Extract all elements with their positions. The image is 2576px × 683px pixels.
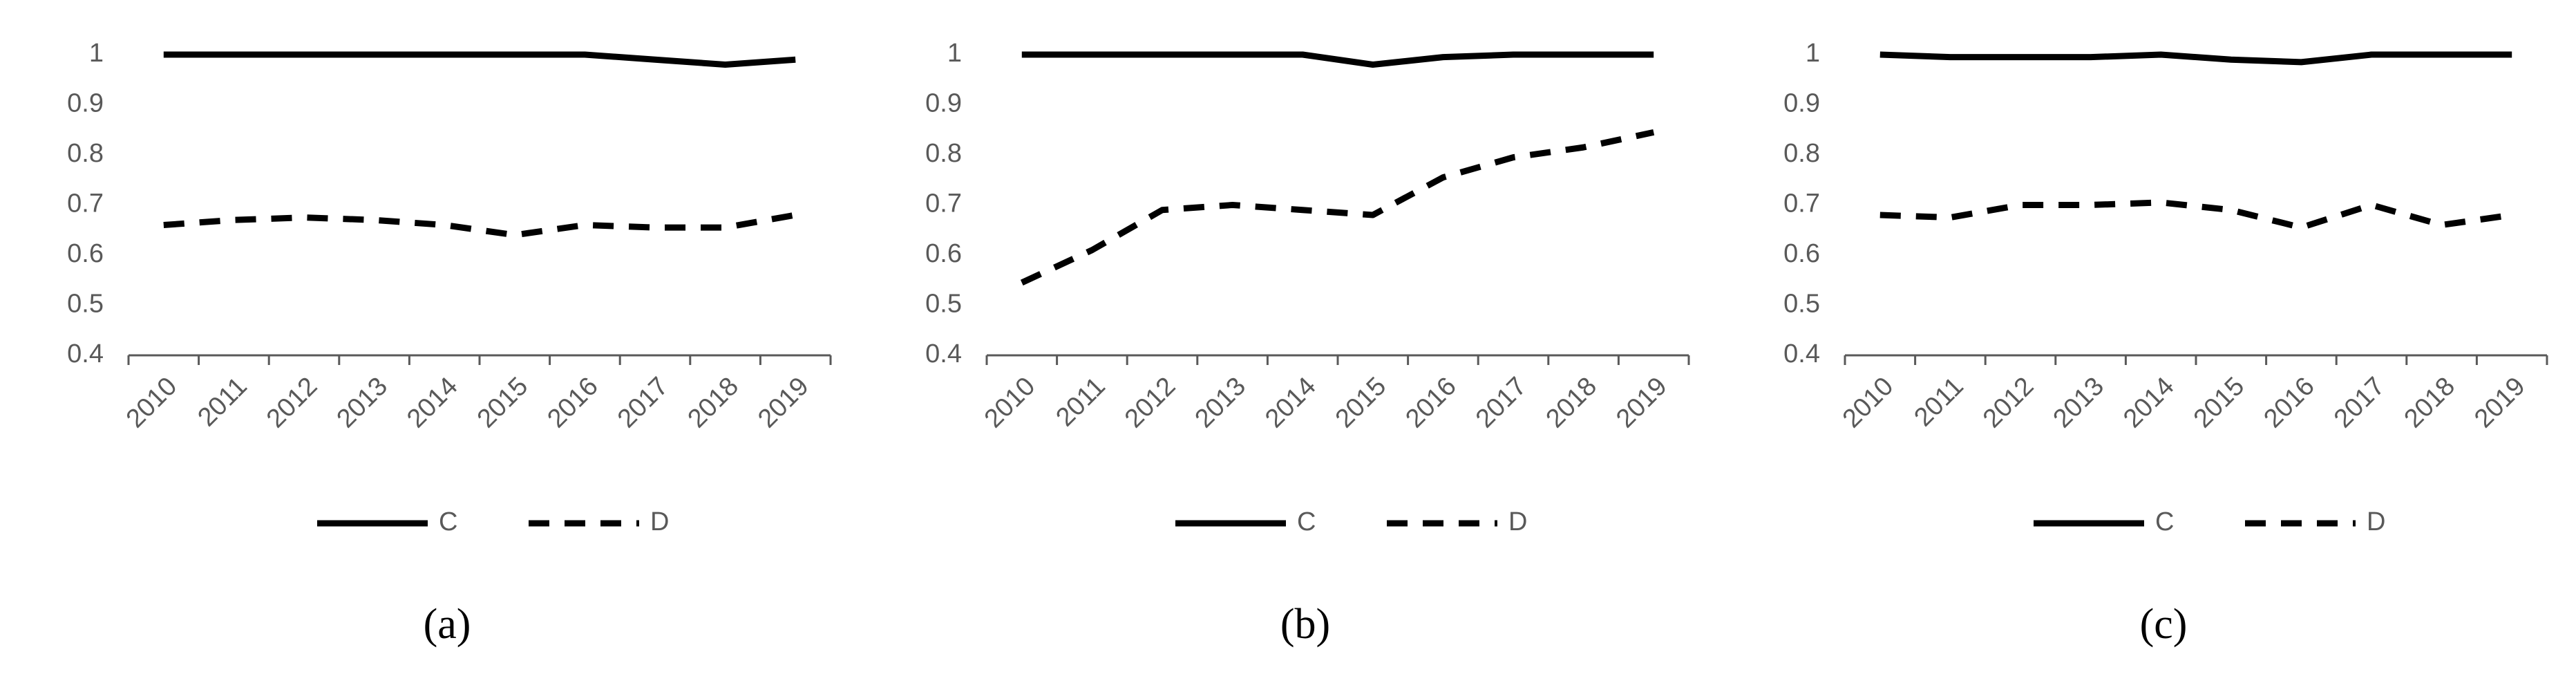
x-tick-label: 2010 (979, 372, 1041, 433)
x-tick-label: 2019 (2469, 372, 2530, 433)
y-tick-label: 0.7 (925, 189, 962, 218)
x-tick-label: 2011 (1909, 372, 1969, 432)
x-tick-label: 2011 (192, 372, 252, 432)
x-tick-label: 2010 (1837, 372, 1899, 433)
y-tick-label: 1 (947, 39, 962, 68)
legend-label: D (650, 507, 669, 536)
legend-label: C (1297, 507, 1316, 536)
x-tick-label: 2014 (1260, 372, 1321, 433)
y-tick-label: 0.8 (925, 139, 962, 168)
y-tick-label: 0.5 (1783, 290, 1820, 319)
panel-label: (b) (1280, 601, 1330, 648)
y-tick-label: 0.7 (67, 189, 104, 218)
y-tick-label: 0.4 (1783, 339, 1820, 368)
y-tick-label: 0.7 (1783, 189, 1820, 218)
y-tick-label: 0.9 (67, 89, 104, 118)
legend-label: D (1508, 507, 1527, 536)
legend-label: D (2367, 507, 2385, 536)
x-tick-label: 2016 (542, 372, 603, 433)
panel-label: (c) (2140, 601, 2188, 648)
x-tick-label: 2014 (2118, 372, 2179, 433)
y-tick-label: 0.6 (1783, 239, 1820, 268)
x-tick-label: 2019 (1611, 372, 1672, 433)
y-tick-label: 0.9 (1783, 89, 1820, 118)
x-tick-label: 2013 (332, 372, 393, 433)
x-tick-label: 2014 (401, 372, 463, 433)
y-tick-label: 1 (1806, 39, 1820, 68)
x-tick-label: 2015 (2188, 372, 2250, 433)
y-tick-label: 0.6 (925, 239, 962, 268)
x-tick-label: 2018 (683, 372, 744, 433)
y-tick-label: 0.4 (925, 339, 962, 368)
x-tick-label: 2015 (1330, 372, 1392, 433)
x-tick-label: 2017 (1470, 372, 1532, 433)
x-tick-label: 2012 (1978, 372, 2039, 433)
data-line (163, 51, 796, 68)
legend-label: C (2155, 507, 2174, 536)
x-tick-label: 2017 (612, 372, 674, 433)
x-tick-label: 2017 (2329, 372, 2390, 433)
x-tick-label: 2019 (752, 372, 814, 433)
panel-label: (a) (424, 601, 471, 648)
x-tick-label: 2013 (2048, 372, 2110, 433)
data-line (1879, 199, 2512, 231)
data-line (1021, 51, 1654, 68)
x-tick-label: 2015 (472, 372, 533, 433)
data-line (163, 212, 796, 238)
y-tick-label: 0.6 (67, 239, 104, 268)
data-line (1020, 129, 1655, 286)
x-tick-label: 2018 (2399, 372, 2461, 433)
x-tick-label: 2016 (1400, 372, 1461, 433)
y-tick-label: 0.8 (1783, 139, 1820, 168)
x-tick-label: 2011 (1050, 372, 1110, 432)
legend-label: C (439, 507, 457, 536)
y-tick-label: 0.5 (925, 290, 962, 319)
x-tick-label: 2012 (261, 372, 323, 433)
data-line (1879, 51, 2512, 66)
y-tick-label: 0.8 (67, 139, 104, 168)
x-tick-label: 2012 (1119, 372, 1181, 433)
x-tick-label: 2013 (1190, 372, 1251, 433)
y-tick-label: 1 (89, 39, 104, 68)
x-tick-label: 2018 (1541, 372, 1602, 433)
x-tick-label: 2016 (2258, 372, 2320, 433)
y-tick-label: 0.9 (925, 89, 962, 118)
y-tick-label: 0.4 (67, 339, 104, 368)
x-tick-label: 2010 (121, 372, 182, 433)
y-tick-label: 0.5 (67, 290, 104, 319)
